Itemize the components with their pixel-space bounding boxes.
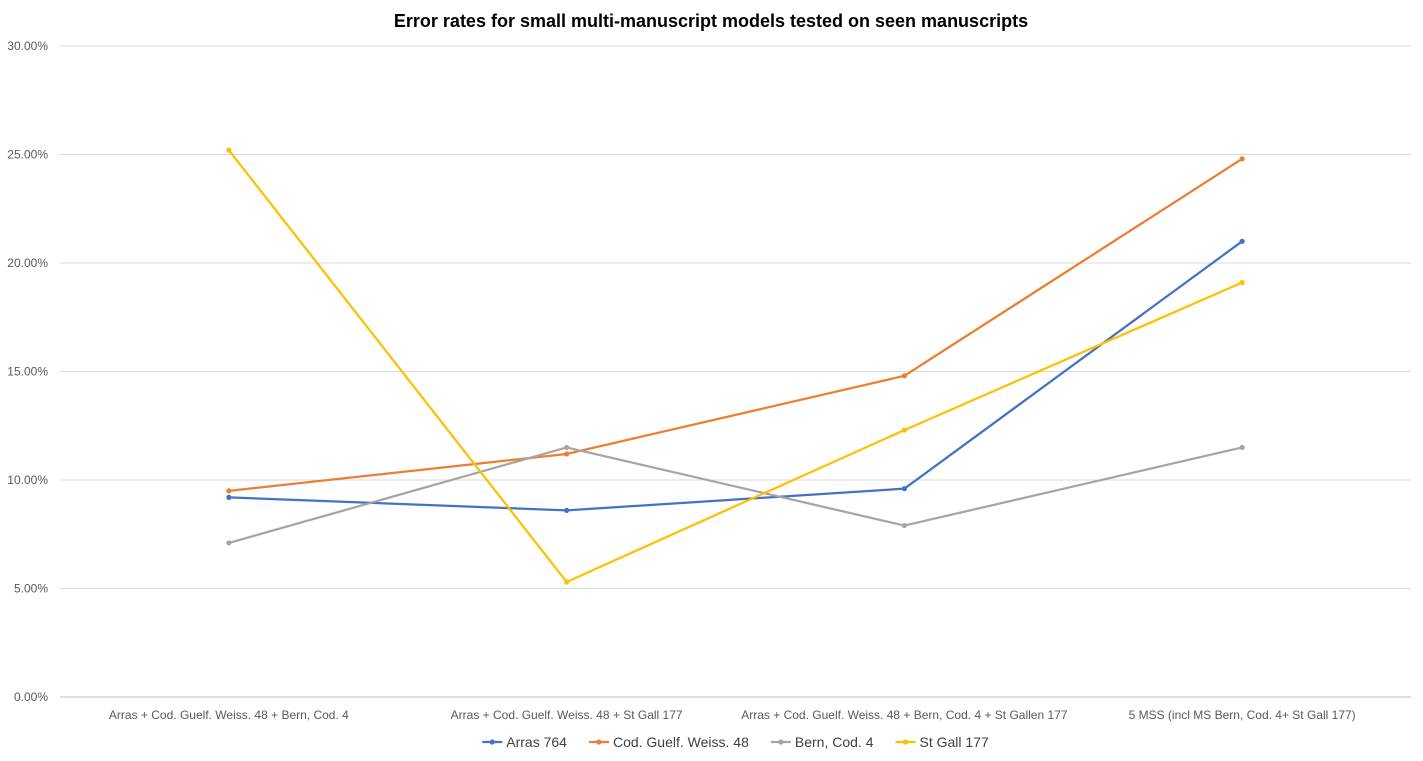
series-st-gall-177	[226, 147, 1245, 585]
chart-title: Error rates for small multi-manuscript m…	[394, 11, 1028, 31]
data-point[interactable]	[564, 579, 570, 585]
y-tick-label: 25.00%	[7, 148, 48, 162]
data-point[interactable]	[564, 451, 570, 457]
data-point[interactable]	[901, 486, 907, 492]
y-tick-label: 15.00%	[7, 365, 48, 379]
series-cod-guelf-weiss-48	[226, 156, 1245, 494]
legend-item-st-gall-177[interactable]: St Gall 177	[895, 734, 989, 750]
series-line-st-gall-177	[227, 149, 1244, 584]
data-point[interactable]	[901, 373, 907, 379]
y-tick-label: 5.00%	[14, 582, 48, 596]
series-bern-cod-4	[226, 444, 1245, 546]
data-point[interactable]	[226, 147, 232, 153]
series-line-bern-cod-4	[227, 446, 1244, 545]
x-tick-label: Arras + Cod. Guelf. Weiss. 48 + St Gall …	[451, 708, 683, 722]
y-tick-label: 10.00%	[7, 473, 48, 487]
y-axis-tick-labels: 0.00% 5.00% 10.00% 15.00% 20.00% 25.00% 30.00%	[7, 39, 48, 704]
series-line-arras-764	[227, 240, 1244, 512]
y-tick-label: 20.00%	[7, 256, 48, 270]
legend-marker	[489, 739, 495, 745]
data-point[interactable]	[564, 507, 570, 513]
x-tick-label: Arras + Cod. Guelf. Weiss. 48 + Bern, Co…	[109, 708, 349, 722]
data-point[interactable]	[1239, 156, 1245, 162]
data-point[interactable]	[1239, 444, 1245, 451]
data-point[interactable]	[564, 444, 570, 451]
y-tick-label: 0.00%	[14, 690, 48, 704]
legend-label: Arras 764	[506, 734, 567, 750]
data-point[interactable]	[226, 540, 232, 546]
legend[interactable]: Arras 764 Cod. Guelf. Weiss. 48 Bern, Cod.…	[482, 734, 989, 750]
legend-marker	[778, 739, 784, 745]
x-tick-label: 5 MSS (incl MS Bern, Cod. 4+ St Gall 177…	[1129, 708, 1356, 722]
gridlines	[60, 45, 1411, 698]
legend-item-arras-764[interactable]: Arras 764	[482, 734, 567, 750]
y-tick-label: 30.00%	[7, 39, 48, 53]
x-axis-tick-labels: Arras + Cod. Guelf. Weiss. 48 + Bern, Co…	[109, 708, 1356, 722]
legend-item-bern-cod-4[interactable]: Bern, Cod. 4	[770, 734, 874, 750]
legend-label: Bern, Cod. 4	[795, 734, 874, 750]
legend-marker	[596, 739, 602, 745]
legend-label: St Gall 177	[919, 734, 988, 750]
data-point[interactable]	[1239, 279, 1245, 286]
series-line-cod-guelf-weiss-48	[227, 157, 1244, 492]
x-tick-label: Arras + Cod. Guelf. Weiss. 48 + Bern, Co…	[741, 708, 1068, 722]
data-point[interactable]	[226, 488, 232, 494]
series-arras-764	[226, 238, 1245, 513]
legend-marker	[902, 739, 909, 745]
data-point[interactable]	[226, 494, 232, 500]
data-point[interactable]	[1239, 238, 1245, 244]
series-lines	[226, 147, 1245, 585]
legend-label: Cod. Guelf. Weiss. 48	[613, 734, 749, 750]
legend-item-cod-guelf-weiss-48[interactable]: Cod. Guelf. Weiss. 48	[588, 734, 749, 750]
data-point[interactable]	[901, 522, 907, 529]
data-point[interactable]	[901, 427, 907, 433]
